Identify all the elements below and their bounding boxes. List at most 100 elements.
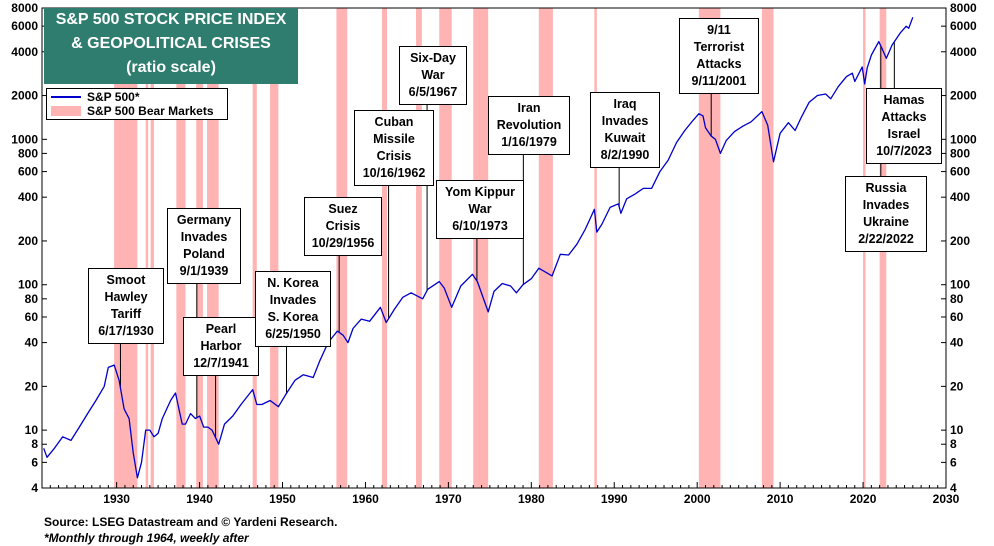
annotation-text: Poland [183,247,225,261]
legend-band-swatch [51,106,81,116]
x-tick-label: 1930 [103,492,130,506]
y-tick-label-left: 6 [31,455,38,469]
annotation-iraq-kuwait: Iraq Invades Kuwait 8/2/1990 [590,92,660,168]
annotation-text: Attacks [881,110,927,124]
annotation-text: 9/1/1939 [179,264,229,278]
annotation-text: Kuwait [604,131,646,145]
x-tick-label: 1980 [518,492,545,506]
annotation-text: 6/10/1973 [452,219,508,233]
y-tick-label-left: 400 [18,190,38,204]
chart-title: S&P 500 STOCK PRICE INDEX & GEOPOLITICAL… [44,8,298,84]
y-tick-label-right: 200 [950,234,970,248]
annotation-hamas-israel: Hamas Attacks Israel 10/7/2023 [866,88,942,164]
annotation-text: Hamas [883,93,925,107]
chart-title-line-1: S&P 500 STOCK PRICE INDEX [55,11,287,28]
bear-market-band [252,8,257,488]
y-tick-label-right: 4000 [950,45,977,59]
source-note: Source: LSEG Datastream and © Yardeni Re… [44,515,338,529]
y-tick-label-left: 1000 [11,132,38,146]
annotation-text: Harbor [200,339,242,353]
annotation-text: Attacks [696,57,742,71]
legend-item-band: S&P 500 Bear Markets [51,104,214,118]
x-tick-label: 1960 [352,492,379,506]
y-tick-label-left: 8 [31,437,38,451]
annotation-text: 6/5/1967 [408,85,458,99]
y-tick-label-right: 4 [950,481,957,495]
y-tick-label-right: 8000 [950,1,977,15]
bear-market-band [150,8,154,488]
bear-market-band [473,8,489,488]
y-tick-label-right: 6 [950,455,957,469]
y-tick-label-left: 60 [25,310,39,324]
y-tick-label-left: 40 [25,336,39,350]
annotation-text: Yom Kippur [445,185,515,199]
annotation-text: 1/16/1979 [501,135,557,149]
y-tick-label-right: 10 [950,423,964,437]
annotation-cuban-missile: Cuban Missile Crisis 10/16/1962 [354,110,434,186]
y-tick-label-left: 100 [18,278,38,292]
annotation-yom-kippur: Yom Kippur War 6/10/1973 [436,180,524,239]
sp500-line [43,17,914,479]
annotation-text: Revolution [496,118,562,132]
x-tick-label: 2030 [933,492,960,506]
x-tick-label: 1940 [186,492,213,506]
x-tick-label: 2010 [767,492,794,506]
y-tick-label-right: 400 [950,190,970,204]
annotation-text: 10/29/1956 [311,236,375,250]
annotation-text: Crisis [376,149,412,163]
y-tick-label-right: 6000 [950,19,977,33]
bear-market-band [698,8,721,488]
y-tick-label-left: 20 [25,379,39,393]
annotation-text: 6/25/1950 [265,327,321,341]
annotation-germany-poland: Germany Invades Poland 9/1/1939 [167,208,241,284]
y-tick-label-right: 800 [950,146,970,160]
annotation-text: Ukraine [863,215,909,229]
y-tick-label-left: 4000 [11,45,38,59]
chart-title-line-2: & GEOPOLITICAL CRISES [71,35,271,52]
x-tick-label: 1970 [435,492,462,506]
x-tick-label: 2020 [850,492,877,506]
chart-title-line-3: (ratio scale) [126,59,216,76]
annotation-text: Six-Day [410,51,456,65]
annotation-smoot-hawley: Smoot Hawley Tariff 6/17/1930 [88,268,164,344]
y-tick-label-right: 40 [950,336,964,350]
annotation-text: N. Korea [267,276,319,290]
y-tick-label-right: 60 [950,310,964,324]
y-tick-label-right: 80 [950,292,964,306]
annotation-text: Pearl [205,322,237,336]
annotation-text: Russia [865,181,907,195]
bear-market-band [439,8,452,488]
annotation-text: 6/17/1930 [98,324,154,338]
annotation-text: Invades [180,230,228,244]
annotation-text: 8/2/1990 [600,148,650,162]
y-tick-label-left: 10 [25,423,39,437]
y-tick-label-left: 80 [25,292,39,306]
y-tick-label-left: 4 [31,481,38,495]
legend-line-label: S&P 500* [87,90,140,104]
annotation-text: Germany [176,213,232,227]
y-tick-label-left: 2000 [11,89,38,103]
y-tick-label-left: 8000 [11,1,38,15]
annotation-text: Tariff [110,307,142,321]
annotation-russia-ukraine: Russia Invades Ukraine 2/22/2022 [845,176,927,252]
annotation-text: Invades [601,114,649,128]
annotation-suez: Suez Crisis 10/29/1956 [304,197,382,256]
annotation-text: 9/11/2001 [691,74,747,88]
annotation-text: Cuban [374,115,414,129]
annotation-text: Crisis [325,219,361,233]
annotation-text: Hawley [104,290,148,304]
annotation-text: 10/16/1962 [362,166,426,180]
x-axis-labels: 1930 1940 1950 1960 1970 1980 1990 2000 2010 2020… [103,492,959,506]
bear-market-band [538,8,553,488]
bear-market-band [416,8,422,488]
annotation-text: War [468,202,492,216]
x-tick-label: 1990 [601,492,628,506]
annotation-text: Iran [517,101,541,115]
annotation-six-day-war: Six-Day War 6/5/1967 [399,46,467,105]
y-tick-label-right: 600 [950,165,970,179]
annotation-text: Israel [887,127,921,141]
annotation-text: 10/7/2023 [876,144,932,158]
y-tick-label-left: 800 [18,146,38,160]
